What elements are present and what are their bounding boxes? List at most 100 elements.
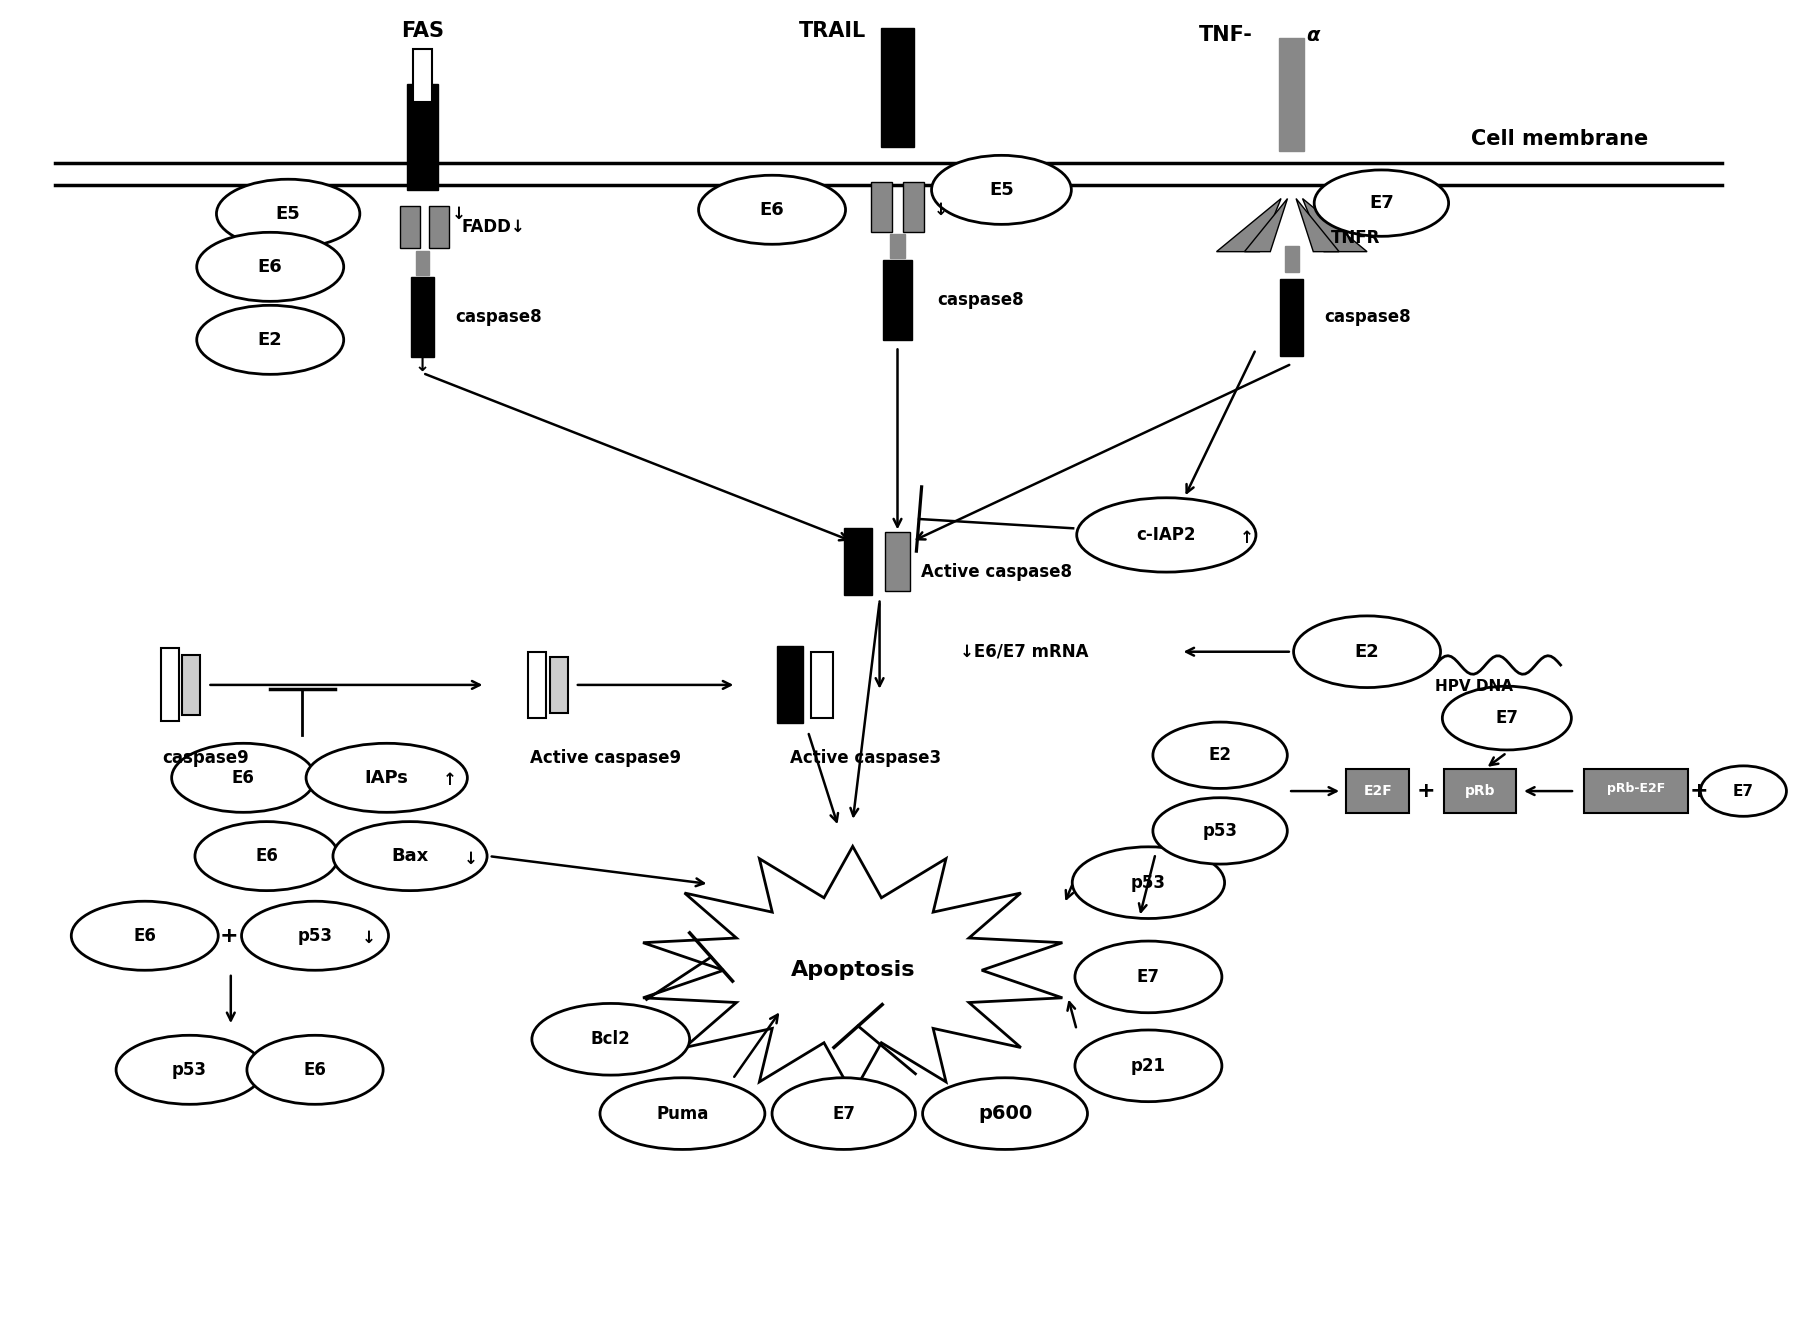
Text: ↑: ↑ <box>443 771 456 790</box>
Bar <box>400 206 420 249</box>
Bar <box>416 251 429 275</box>
Text: α: α <box>1307 27 1319 45</box>
Bar <box>183 656 201 714</box>
Text: caspase8: caspase8 <box>1325 309 1411 326</box>
Text: E6: E6 <box>303 1061 327 1079</box>
Bar <box>413 49 433 102</box>
Text: E6: E6 <box>258 258 282 275</box>
Ellipse shape <box>217 180 359 249</box>
Ellipse shape <box>772 1077 915 1149</box>
Bar <box>844 528 872 595</box>
Bar <box>162 649 180 721</box>
Text: Bax: Bax <box>391 847 429 864</box>
Text: E2: E2 <box>1355 642 1379 661</box>
Ellipse shape <box>1072 847 1224 919</box>
Text: +: + <box>1689 781 1709 801</box>
Text: FAS: FAS <box>400 20 443 41</box>
Text: E7: E7 <box>1370 194 1393 211</box>
Text: p53: p53 <box>298 927 332 944</box>
Ellipse shape <box>307 743 467 813</box>
Ellipse shape <box>1152 722 1287 789</box>
Text: FADD↓: FADD↓ <box>461 218 526 235</box>
Bar <box>811 652 833 718</box>
Text: +: + <box>1416 781 1436 801</box>
Bar <box>411 278 434 356</box>
Ellipse shape <box>1314 170 1449 237</box>
Bar <box>1280 279 1303 355</box>
Bar <box>890 234 905 258</box>
Polygon shape <box>1244 198 1287 251</box>
Text: E2: E2 <box>258 331 282 348</box>
Bar <box>903 182 924 233</box>
Text: IAPs: IAPs <box>364 769 409 787</box>
Text: p53: p53 <box>172 1061 206 1079</box>
Ellipse shape <box>932 156 1072 225</box>
Bar <box>528 652 546 718</box>
Ellipse shape <box>1443 686 1571 750</box>
Ellipse shape <box>248 1035 382 1104</box>
Ellipse shape <box>1700 766 1786 817</box>
Text: ↓: ↓ <box>363 930 375 947</box>
Bar <box>1445 769 1515 813</box>
Text: E7: E7 <box>833 1105 854 1123</box>
Text: Active caspase3: Active caspase3 <box>790 749 941 767</box>
Ellipse shape <box>332 822 486 891</box>
Ellipse shape <box>197 233 343 302</box>
Bar <box>429 206 449 249</box>
Text: E6: E6 <box>232 769 255 787</box>
Text: caspase8: caspase8 <box>937 291 1023 309</box>
Bar <box>549 657 567 713</box>
Text: E7: E7 <box>1732 783 1754 798</box>
Bar <box>1280 37 1305 150</box>
Ellipse shape <box>172 743 316 813</box>
Text: E7: E7 <box>1495 709 1519 728</box>
Text: TNF-: TNF- <box>1199 24 1253 45</box>
Text: E7: E7 <box>1136 968 1160 986</box>
Ellipse shape <box>117 1035 264 1104</box>
Text: Puma: Puma <box>657 1105 709 1123</box>
Text: Cell membrane: Cell membrane <box>1472 129 1648 149</box>
Ellipse shape <box>1152 798 1287 864</box>
Text: pRb: pRb <box>1465 785 1495 798</box>
Ellipse shape <box>923 1077 1088 1149</box>
Polygon shape <box>643 846 1063 1095</box>
Text: ↓: ↓ <box>452 205 465 222</box>
Text: E5: E5 <box>276 205 300 222</box>
Polygon shape <box>1296 198 1339 251</box>
Ellipse shape <box>72 902 219 971</box>
Bar <box>883 261 912 340</box>
Ellipse shape <box>1075 942 1222 1012</box>
Text: E6: E6 <box>759 201 784 218</box>
Text: p53: p53 <box>1203 822 1237 841</box>
Text: E6: E6 <box>255 847 278 864</box>
Ellipse shape <box>1077 497 1256 572</box>
Bar <box>885 532 910 592</box>
Text: p21: p21 <box>1131 1057 1167 1075</box>
Text: Active caspase8: Active caspase8 <box>921 563 1072 581</box>
Ellipse shape <box>197 306 343 374</box>
Text: caspase8: caspase8 <box>454 309 542 326</box>
Text: ↓E6/E7 mRNA: ↓E6/E7 mRNA <box>960 642 1090 661</box>
Polygon shape <box>1217 198 1282 251</box>
Ellipse shape <box>1075 1029 1222 1101</box>
Text: Active caspase9: Active caspase9 <box>530 749 682 767</box>
Text: E6: E6 <box>133 927 156 944</box>
Text: E2: E2 <box>1208 746 1231 765</box>
Text: Bcl2: Bcl2 <box>591 1031 630 1048</box>
Ellipse shape <box>1294 616 1441 688</box>
Ellipse shape <box>531 1003 689 1075</box>
Text: HPV DNA: HPV DNA <box>1436 678 1513 694</box>
Text: E5: E5 <box>989 181 1014 200</box>
Text: p600: p600 <box>978 1104 1032 1123</box>
Ellipse shape <box>600 1077 765 1149</box>
Text: pRb-E2F: pRb-E2F <box>1607 782 1666 795</box>
Bar <box>1346 769 1409 813</box>
Text: caspase9: caspase9 <box>163 749 250 767</box>
Ellipse shape <box>698 176 845 245</box>
Bar <box>1583 769 1687 813</box>
Text: ↓: ↓ <box>415 358 431 375</box>
Text: Apoptosis: Apoptosis <box>790 960 915 980</box>
Bar <box>777 646 802 724</box>
Text: ↑: ↑ <box>1240 528 1255 547</box>
Ellipse shape <box>196 822 337 891</box>
